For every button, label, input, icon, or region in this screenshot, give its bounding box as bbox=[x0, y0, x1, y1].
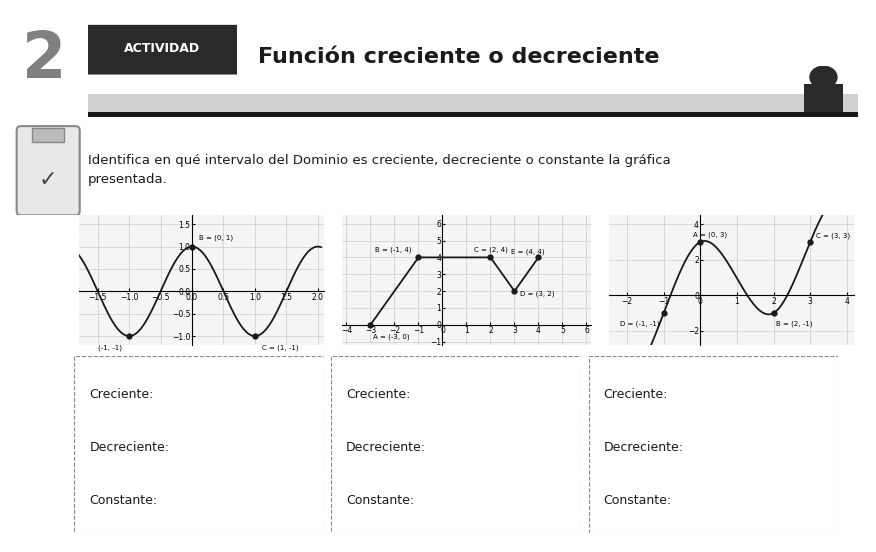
Text: ✓: ✓ bbox=[39, 169, 58, 190]
Text: C = (2, 4): C = (2, 4) bbox=[474, 247, 507, 253]
Text: Creciente:: Creciente: bbox=[604, 389, 668, 401]
Bar bbox=[804, 83, 843, 113]
Text: B = (0, 1): B = (0, 1) bbox=[199, 235, 233, 241]
Text: Creciente:: Creciente: bbox=[346, 389, 411, 401]
Text: Función creciente o decreciente: Función creciente o decreciente bbox=[258, 47, 659, 67]
Text: Decreciente:: Decreciente: bbox=[604, 442, 683, 454]
Text: Creciente:: Creciente: bbox=[89, 389, 154, 401]
Text: B = (2, -1): B = (2, -1) bbox=[776, 321, 813, 327]
Text: C = (1, -1): C = (1, -1) bbox=[262, 345, 299, 352]
Text: E = (4, 4): E = (4, 4) bbox=[511, 248, 544, 254]
Bar bbox=[32, 128, 64, 142]
Text: 2: 2 bbox=[22, 29, 67, 91]
Text: Constante:: Constante: bbox=[89, 495, 158, 507]
FancyBboxPatch shape bbox=[17, 126, 80, 215]
Text: D = (-1, -1): D = (-1, -1) bbox=[620, 321, 660, 327]
FancyBboxPatch shape bbox=[74, 356, 324, 533]
Text: A = (0, 3): A = (0, 3) bbox=[694, 231, 728, 238]
FancyBboxPatch shape bbox=[331, 356, 581, 533]
Text: Decreciente:: Decreciente: bbox=[346, 442, 426, 454]
Text: Constante:: Constante: bbox=[604, 495, 672, 507]
Text: ACTIVIDAD: ACTIVIDAD bbox=[124, 42, 200, 55]
Text: C = (3, 3): C = (3, 3) bbox=[816, 233, 850, 239]
Text: Constante:: Constante: bbox=[346, 495, 414, 507]
Text: Decreciente:: Decreciente: bbox=[89, 442, 169, 454]
Text: Identifica en qué intervalo del Dominio es creciente, decreciente o constante la: Identifica en qué intervalo del Dominio … bbox=[88, 154, 670, 186]
Text: (-1, -1): (-1, -1) bbox=[98, 345, 123, 352]
FancyBboxPatch shape bbox=[81, 25, 244, 75]
Circle shape bbox=[810, 66, 837, 88]
Text: B = (-1, 4): B = (-1, 4) bbox=[375, 247, 412, 253]
Text: A = (-3, 0): A = (-3, 0) bbox=[373, 333, 410, 340]
Text: D = (3, 2): D = (3, 2) bbox=[520, 290, 555, 297]
FancyBboxPatch shape bbox=[589, 356, 838, 533]
